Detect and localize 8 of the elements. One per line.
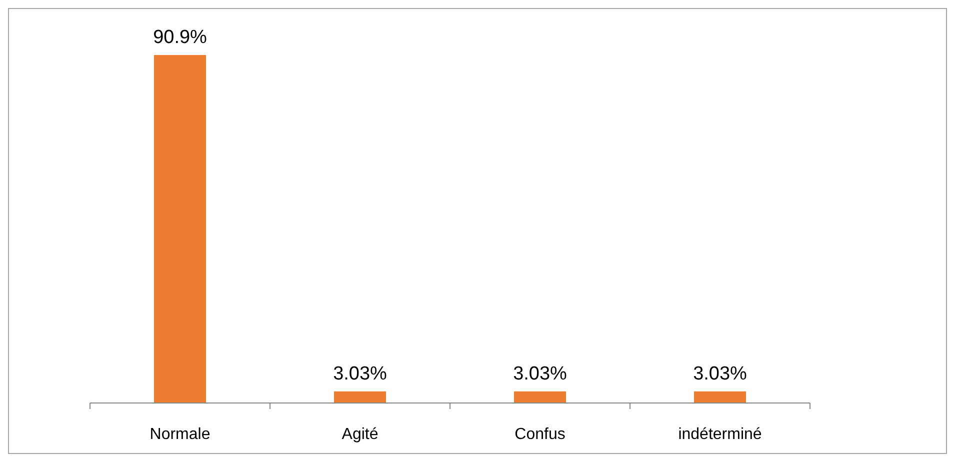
x-tick-label: Confus	[514, 426, 566, 443]
x-tick-label: Agité	[342, 426, 378, 443]
x-tick-label: indéterminé	[678, 426, 762, 443]
x-tick-label: Normale	[150, 426, 210, 443]
data-label: 3.03%	[333, 363, 388, 384]
data-label: 3.03%	[513, 363, 568, 384]
data-label: 90.9%	[153, 27, 208, 48]
data-label: 3.03%	[693, 363, 748, 384]
